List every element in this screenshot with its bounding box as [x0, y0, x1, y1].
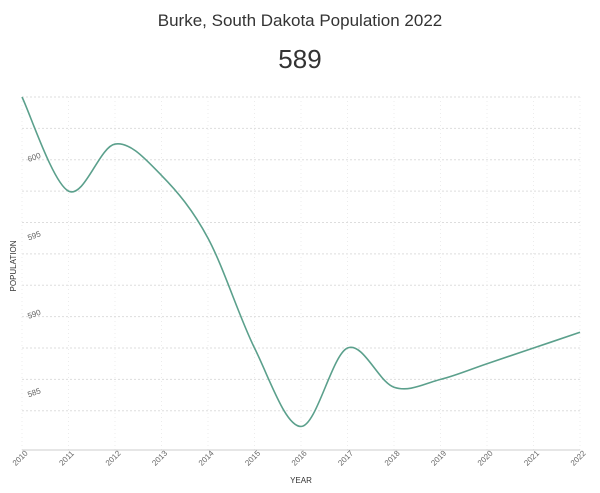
y-axis-title: POPULATION — [9, 240, 18, 291]
headline-population-value: 589 — [278, 44, 322, 74]
x-tick-label: 2017 — [336, 448, 355, 467]
y-tick-labels: 585 590 595 600 — [26, 151, 42, 400]
x-tick-label: 2011 — [57, 449, 76, 468]
x-tick-label: 2020 — [476, 448, 495, 467]
x-tick-label: 2021 — [522, 448, 541, 467]
x-tick-label: 2015 — [243, 448, 262, 467]
gridlines — [21, 96, 581, 450]
y-tick-label: 600 — [26, 151, 42, 164]
y-tick-label: 595 — [26, 229, 42, 242]
x-tick-label: 2010 — [11, 448, 30, 467]
x-tick-label: 2016 — [290, 448, 309, 467]
x-tick-label: 2013 — [150, 448, 169, 467]
y-tick-label: 590 — [26, 308, 42, 321]
x-tick-label: 2018 — [383, 448, 402, 467]
population-series-line — [21, 96, 581, 428]
x-tick-label: 2014 — [197, 448, 216, 467]
x-axis-title: YEAR — [290, 476, 312, 485]
x-tick-label: 2022 — [569, 448, 588, 467]
chart-title: Burke, South Dakota Population 2022 — [157, 11, 443, 30]
x-tick-label: 2019 — [429, 448, 448, 467]
x-tick-labels: 2010 2011 2012 2013 2014 2015 2016 2017 2018 2019… — [11, 448, 588, 467]
x-tick-label: 2012 — [104, 448, 123, 467]
y-tick-label: 585 — [26, 386, 42, 399]
